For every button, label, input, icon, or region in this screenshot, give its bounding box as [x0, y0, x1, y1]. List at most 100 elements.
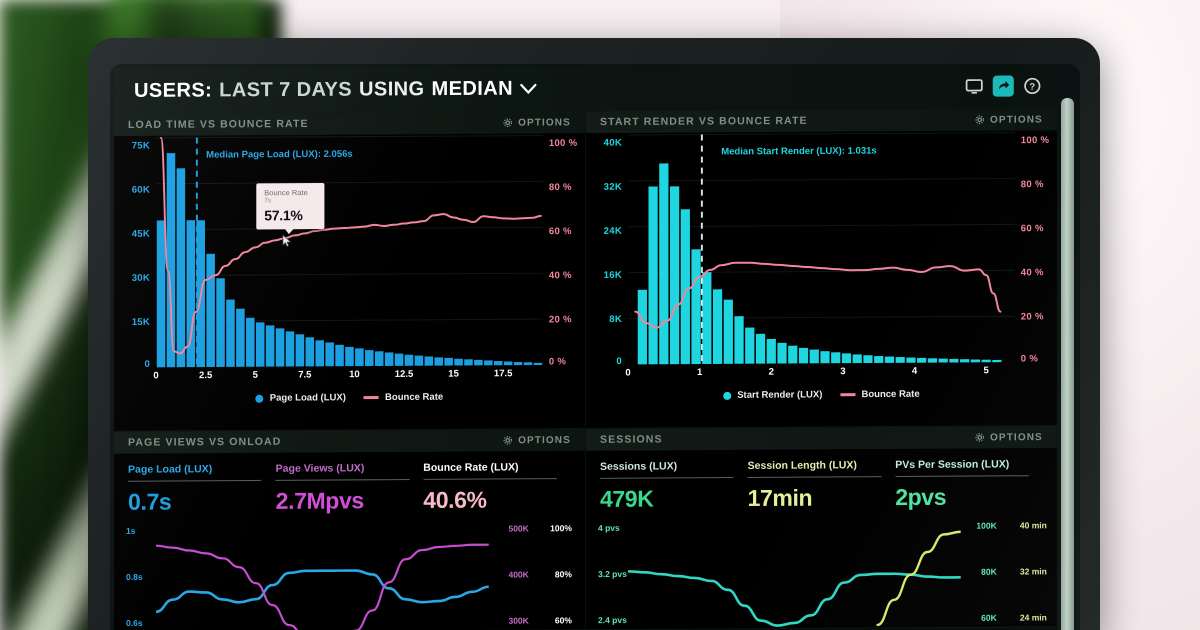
panel-sessions: SESSIONS OPTIONS Sessions (LUX — [585, 425, 1058, 630]
x-tick: 15 — [448, 368, 459, 380]
legend-item[interactable]: Bounce Rate — [363, 391, 444, 404]
tooltip-bounce-rate: Bounce Rate 7s 57.1% — [256, 182, 325, 229]
y3-tick: 24 min — [1019, 612, 1047, 623]
y3-tick: 80% — [554, 569, 572, 580]
y-tick: 1s — [126, 525, 136, 536]
y2-tick: 20 % — [1020, 311, 1044, 323]
mouse-cursor-icon — [282, 234, 292, 247]
metric-page-load[interactable]: Page Load (LUX) 0.7s — [128, 463, 276, 516]
metric-session-length[interactable]: Session Length (LUX) 17min — [747, 459, 896, 512]
y2-tick: 80 % — [548, 181, 572, 194]
plot-area — [628, 131, 1015, 367]
x-tick: 2 — [768, 366, 774, 378]
x-tick: 4 — [911, 365, 918, 377]
title-using: USING — [359, 77, 425, 101]
options-button[interactable]: OPTIONS — [975, 432, 1043, 443]
page-title[interactable]: USERS: LAST 7 DAYS USING MEDIAN — [134, 77, 537, 103]
panel-header: LOAD TIME VS BOUNCE RATE OPTIONS — [114, 111, 585, 137]
scrollbar-edge[interactable] — [1061, 98, 1074, 630]
panel-start-render-vs-bounce-rate: START RENDER VS BOUNCE RATE OPTIONS — [585, 108, 1058, 429]
gear-icon — [503, 118, 513, 128]
legend-dot-icon — [723, 391, 732, 400]
divider — [275, 479, 410, 481]
chevron-down-icon[interactable] — [520, 83, 537, 94]
y-tick: 75K — [131, 140, 151, 152]
divider — [599, 477, 734, 479]
panel-title: SESSIONS — [599, 433, 663, 446]
gear-icon — [503, 436, 513, 445]
metric-page-views[interactable]: Page Views (LUX) 2.7Mpvs — [275, 462, 424, 515]
y2-tick: 60 % — [548, 226, 572, 238]
y2-tick: 40 % — [548, 270, 572, 282]
median-annotation: Median Start Render (LUX): 1.031s — [721, 145, 877, 158]
legend-label: Bounce Rate — [385, 391, 444, 404]
gear-icon — [975, 433, 985, 442]
y-axis-left: 75K 60K 45K 30K 15K 0 — [114, 136, 154, 369]
y-tick: 40K — [603, 137, 623, 149]
y-tick: 8K — [609, 313, 623, 325]
svg-text:?: ? — [1029, 81, 1035, 92]
y-tick: 45K — [131, 228, 151, 240]
panel-header: PAGE VIEWS VS ONLOAD OPTIONS — [114, 428, 585, 454]
monitor-icon[interactable] — [965, 76, 984, 95]
y-tick: 2.4 pvs — [597, 614, 627, 626]
y-tick: 0 — [616, 355, 623, 368]
panel-title: PAGE VIEWS VS ONLOAD — [128, 435, 282, 449]
x-tick: 10 — [349, 369, 360, 381]
metric-label: PVs Per Session (LUX) — [895, 458, 1010, 472]
chart-load-time: 75K 60K 45K 30K 15K 0 100 % 80 % 60 % — [114, 133, 585, 370]
metric-pvs-per-session[interactable]: PVs Per Session (LUX) 2pvs — [895, 458, 1043, 511]
metric-label: Page Views (LUX) — [275, 462, 365, 475]
metric-value: 2.7Mpvs — [275, 487, 364, 514]
legend-item[interactable]: Start Render (LUX) — [723, 389, 822, 401]
y3-tick: 32 min — [1019, 566, 1047, 577]
x-tick: 5 — [983, 365, 989, 377]
laptop-device: USERS: LAST 7 DAYS USING MEDIAN — [88, 38, 1100, 630]
panel-body: 75K 60K 45K 30K 15K 0 100 % 80 % 60 % — [114, 133, 585, 431]
options-button[interactable]: OPTIONS — [503, 434, 571, 446]
x-tick: 12.5 — [394, 368, 414, 380]
y2-tick: 100 % — [1020, 134, 1050, 147]
metric-row: Sessions (LUX) 479K Session Length (LUX)… — [586, 448, 1057, 513]
y-tick: 16K — [603, 269, 623, 281]
panel-header: SESSIONS OPTIONS — [585, 425, 1057, 451]
legend-dot-icon — [255, 394, 264, 403]
legend-label: Page Load (LUX) — [269, 392, 346, 404]
x-tick: 0 — [625, 367, 631, 379]
options-button[interactable]: OPTIONS — [975, 114, 1043, 125]
metric-bounce-rate[interactable]: Bounce Rate (LUX) 40.6% — [423, 461, 571, 514]
panel-load-time-vs-bounce-rate: LOAD TIME VS BOUNCE RATE OPTIONS — [114, 111, 586, 432]
y-tick: 3.2 pvs — [597, 568, 627, 580]
chart-page-views: 1s 0.8s 0.6s 500K 400K 300K 100% 80% 60% — [114, 519, 585, 630]
chart-svg — [628, 132, 1015, 365]
y-tick: 0.8s — [126, 571, 143, 582]
metric-label: Session Length (LUX) — [747, 459, 857, 472]
y-tick: 15K — [131, 316, 151, 328]
legend-item[interactable]: Bounce Rate — [840, 389, 920, 401]
divider — [895, 475, 1029, 478]
y-axis-left: 40K 32K 24K 16K 8K 0 — [586, 133, 626, 367]
panel-header: START RENDER VS BOUNCE RATE OPTIONS — [585, 108, 1057, 134]
metric-value: 17min — [747, 484, 813, 512]
chart-svg — [156, 543, 489, 630]
help-icon[interactable]: ? — [1023, 76, 1042, 95]
y-axis-right: 100 % 80 % 60 % 40 % 20 % 0 % — [1017, 130, 1057, 365]
dashboard-grid: LOAD TIME VS BOUNCE RATE OPTIONS — [114, 108, 1058, 630]
tooltip-value: 57.1% — [264, 206, 303, 224]
options-button[interactable]: OPTIONS — [503, 117, 571, 128]
legend-item[interactable]: Page Load (LUX) — [255, 392, 346, 404]
panel-title: START RENDER VS BOUNCE RATE — [599, 114, 808, 129]
metric-sessions[interactable]: Sessions (LUX) 479K — [599, 460, 748, 513]
y2-tick: 100K — [976, 520, 997, 531]
panel-page-views-vs-onload: PAGE VIEWS VS ONLOAD OPTIONS P — [114, 428, 586, 630]
metric-row: Page Load (LUX) 0.7s Page Views (LUX) 2.… — [114, 451, 585, 516]
share-icon[interactable] — [992, 75, 1014, 97]
options-label: OPTIONS — [518, 434, 571, 446]
y2-tick: 60 % — [1020, 223, 1044, 235]
divider — [128, 479, 262, 482]
legend-line-icon — [363, 396, 379, 399]
y3-tick: 100% — [550, 523, 572, 534]
plot-area — [628, 517, 961, 629]
y2-tick: 80K — [981, 566, 997, 577]
tooltip-title: Bounce Rate — [264, 188, 308, 198]
